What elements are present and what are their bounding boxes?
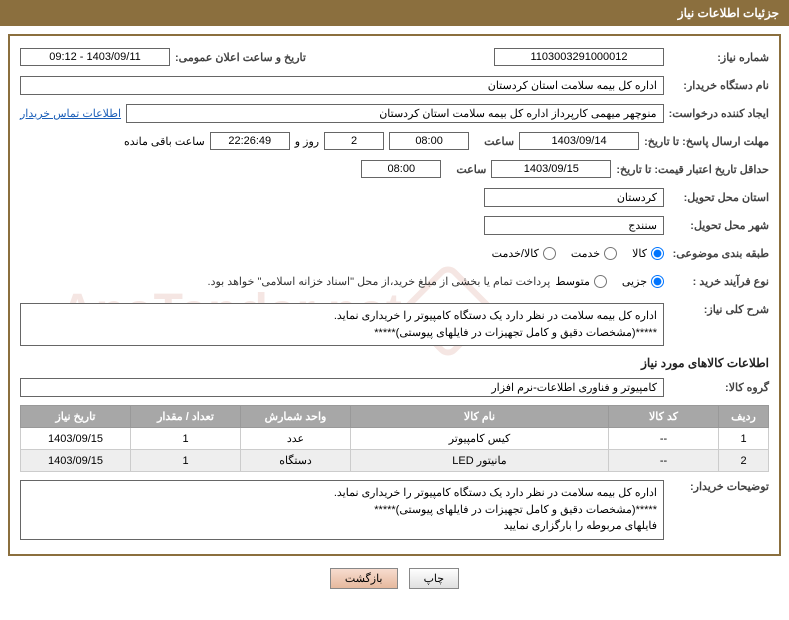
city-label: شهر محل تحویل: [669, 219, 769, 232]
table-cell: 2 [719, 450, 769, 472]
table-cell: عدد [241, 428, 351, 450]
purchase-type-label: نوع فرآیند خرید : [669, 275, 769, 288]
radio-both[interactable]: کالا/خدمت [492, 247, 556, 260]
contact-link[interactable]: اطلاعات تماس خریدار [20, 107, 121, 120]
items-table: ردیفکد کالانام کالاواحد شمارشتعداد / مقد… [20, 405, 769, 472]
table-header: تاریخ نیاز [21, 406, 131, 428]
buyer-notes-field: اداره کل بیمه سلامت در نظر دارد یک دستگا… [20, 480, 664, 540]
need-no-field: 1103003291000012 [494, 48, 664, 66]
radio-medium-input[interactable] [594, 275, 607, 288]
back-button[interactable]: بازگشت [330, 568, 398, 589]
table-cell: 1 [131, 428, 241, 450]
radio-small[interactable]: جزیی [622, 275, 664, 288]
remaining-label: ساعت باقی مانده [124, 135, 205, 148]
category-radio-group: کالا خدمت کالا/خدمت [492, 247, 664, 260]
print-button[interactable]: چاپ [409, 568, 460, 589]
days-field: 2 [324, 132, 384, 150]
deadline-label: مهلت ارسال پاسخ: تا تاریخ: [644, 135, 769, 148]
table-cell: 1 [131, 450, 241, 472]
table-header: واحد شمارش [241, 406, 351, 428]
table-row: 1--کیس کامپیوترعدد11403/09/15 [21, 428, 769, 450]
table-header: نام کالا [351, 406, 609, 428]
province-label: استان محل تحویل: [669, 191, 769, 204]
validity-date: 1403/09/15 [491, 160, 611, 178]
main-panel: AnaTandar.nat شماره نیاز: 11030032910000… [8, 34, 781, 556]
overview-field: اداره کل بیمه سلامت در نظر دارد یک دستگا… [20, 303, 664, 346]
table-row: 2--مانیتور LEDدستگاه11403/09/15 [21, 450, 769, 472]
group-label: گروه کالا: [669, 381, 769, 394]
panel-title: جزئیات اطلاعات نیاز [678, 6, 779, 20]
countdown-field: 22:26:49 [210, 132, 290, 150]
table-cell: کیس کامپیوتر [351, 428, 609, 450]
category-label: طبقه بندی موضوعی: [669, 247, 769, 260]
table-cell: 1403/09/15 [21, 450, 131, 472]
table-header: ردیف [719, 406, 769, 428]
table-cell: 1403/09/15 [21, 428, 131, 450]
table-cell: -- [609, 428, 719, 450]
items-section-title: اطلاعات کالاهای مورد نیاز [20, 356, 769, 370]
radio-goods-input[interactable] [651, 247, 664, 260]
purchase-type-group: جزیی متوسط [555, 275, 664, 288]
radio-both-input[interactable] [543, 247, 556, 260]
group-field: کامپیوتر و فناوری اطلاعات-نرم افزار [20, 378, 664, 397]
table-cell: -- [609, 450, 719, 472]
radio-service-input[interactable] [604, 247, 617, 260]
time-label-1: ساعت [474, 135, 514, 148]
requester-field: منوچهر میهمی کارپرداز اداره کل بیمه سلام… [126, 104, 664, 123]
announce-label: تاریخ و ساعت اعلان عمومی: [175, 51, 306, 64]
days-and-label: روز و [295, 135, 319, 148]
validity-label: حداقل تاریخ اعتبار قیمت: تا تاریخ: [616, 163, 769, 176]
table-cell: مانیتور LED [351, 450, 609, 472]
table-header: تعداد / مقدار [131, 406, 241, 428]
deadline-time: 08:00 [389, 132, 469, 150]
table-cell: 1 [719, 428, 769, 450]
radio-medium[interactable]: متوسط [555, 275, 607, 288]
buyer-label: نام دستگاه خریدار: [669, 79, 769, 92]
need-no-label: شماره نیاز: [669, 51, 769, 64]
radio-goods[interactable]: کالا [632, 247, 664, 260]
buyer-notes-label: توضیحات خریدار: [669, 480, 769, 493]
table-cell: دستگاه [241, 450, 351, 472]
radio-small-input[interactable] [651, 275, 664, 288]
overview-label: شرح کلی نیاز: [669, 303, 769, 316]
requester-label: ایجاد کننده درخواست: [669, 107, 769, 120]
time-label-2: ساعت [446, 163, 486, 176]
table-header: کد کالا [609, 406, 719, 428]
city-field: سنندج [484, 216, 664, 235]
radio-service[interactable]: خدمت [571, 247, 617, 260]
validity-time: 08:00 [361, 160, 441, 178]
buyer-field: اداره کل بیمه سلامت استان کردستان [20, 76, 664, 95]
announce-field: 1403/09/11 - 09:12 [20, 48, 170, 66]
province-field: کردستان [484, 188, 664, 207]
deadline-date: 1403/09/14 [519, 132, 639, 150]
button-row: چاپ بازگشت [0, 568, 789, 589]
purchase-note: پرداخت تمام یا بخشی از مبلغ خرید،از محل … [20, 275, 550, 288]
panel-header: جزئیات اطلاعات نیاز [0, 0, 789, 26]
